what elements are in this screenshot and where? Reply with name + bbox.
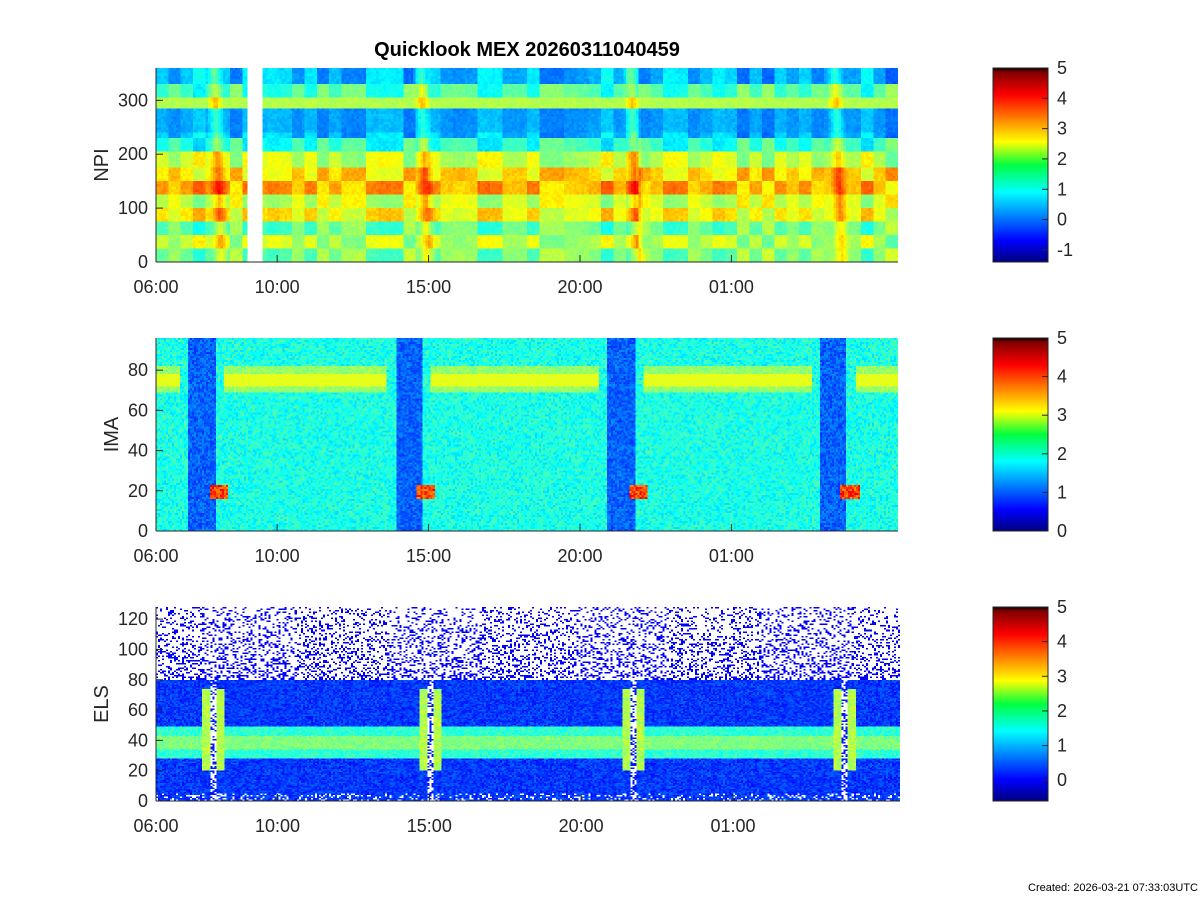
x-tick-label: 10:00: [255, 277, 300, 297]
x-tick-label: 10:00: [255, 546, 300, 566]
x-tick-label: 06:00: [133, 546, 178, 566]
x-tick-label: 10:00: [255, 816, 300, 836]
colorbar-tick-label: 2: [1057, 444, 1067, 464]
y-tick-label: 20: [128, 761, 148, 781]
els-spectrogram: [156, 607, 900, 801]
y-tick-label: 0: [138, 521, 148, 541]
panel-ima: 0 20 40 60 80 10:00 15:00 20:00 01:00 06:00 IMA: [101, 338, 898, 566]
x-tick-label: 20:00: [557, 277, 602, 297]
colorbar-tick-label: 0: [1057, 210, 1067, 230]
y-tick-label: 20: [128, 481, 148, 501]
x-tick-label: 15:00: [407, 816, 452, 836]
x-tick-label: 06:00: [133, 277, 178, 297]
colorbar-tick-label: 2: [1057, 701, 1067, 721]
colorbar-tick-label: 2: [1057, 149, 1067, 169]
x-tick-label: 01:00: [709, 546, 754, 566]
colorbar-ima: 0 1 2 3 4 5: [992, 328, 1067, 541]
colorbar-tick-label: 1: [1057, 736, 1067, 756]
y-tick-label: 60: [128, 400, 148, 420]
y-axis-label: NPI: [91, 148, 113, 181]
y-axis-label: IMA: [101, 416, 123, 452]
x-tick-label: 20:00: [557, 546, 602, 566]
y-tick-label: 100: [118, 198, 148, 218]
colorbar-tick-label: -1: [1057, 240, 1073, 260]
colorbar-tick-label: 3: [1057, 119, 1067, 139]
ima-spectrogram: [156, 338, 898, 531]
colorbar-tick-label: 0: [1057, 770, 1067, 790]
colorbar-tick-label: 4: [1057, 88, 1067, 108]
x-tick-label: 01:00: [710, 816, 755, 836]
y-tick-label: 40: [128, 730, 148, 750]
colorbar-tick-label: 3: [1057, 405, 1067, 425]
colorbar-tick-label: 5: [1057, 58, 1067, 78]
y-tick-label: 80: [128, 670, 148, 690]
chart-title: Quicklook MEX 20260311040459: [374, 39, 680, 61]
colorbar-gradient: [992, 606, 1049, 802]
colorbar-tick-label: 3: [1057, 666, 1067, 686]
colorbar-tick-label: 1: [1057, 482, 1067, 502]
x-tick-label: 01:00: [709, 277, 754, 297]
colorbar-els: 0 1 2 3 4 5: [992, 597, 1067, 802]
colorbar-npi: -1 0 1 2 3 4 5: [992, 58, 1073, 263]
y-axis-label: ELS: [91, 685, 113, 723]
y-tick-label: 200: [118, 144, 148, 164]
colorbar-tick-label: 1: [1057, 179, 1067, 199]
x-tick-label: 15:00: [406, 277, 451, 297]
y-tick-label: 80: [128, 360, 148, 380]
y-tick-label: 0: [138, 791, 148, 811]
colorbar-gradient: [992, 337, 1049, 532]
colorbar-tick-label: 4: [1057, 367, 1067, 387]
x-tick-label: 06:00: [133, 816, 178, 836]
y-tick-label: 0: [138, 252, 148, 272]
npi-spectrogram: [156, 68, 898, 262]
colorbar-tick-label: 4: [1057, 632, 1067, 652]
y-tick-label: 120: [118, 609, 148, 629]
y-tick-label: 40: [128, 441, 148, 461]
panel-els: 0 20 40 60 80 100 120 10:00 15:00 20:00 01:00 06:00…: [91, 607, 900, 836]
colorbar-tick-label: 5: [1057, 597, 1067, 617]
x-tick-label: 15:00: [406, 546, 451, 566]
x-tick-label: 20:00: [559, 816, 604, 836]
colorbar-gradient: [992, 67, 1049, 263]
colorbar-tick-label: 5: [1057, 328, 1067, 348]
y-tick-label: 300: [118, 90, 148, 110]
colorbar-tick-label: 0: [1057, 521, 1067, 541]
y-tick-label: 60: [128, 700, 148, 720]
created-timestamp: Created: 2026-03-21 07:33:03UTC: [1028, 882, 1198, 894]
y-tick-label: 100: [118, 639, 148, 659]
panel-npi: 0 100 200 300 10:00 15:00 20:00 01:00 06:00 NPI: [91, 68, 898, 297]
